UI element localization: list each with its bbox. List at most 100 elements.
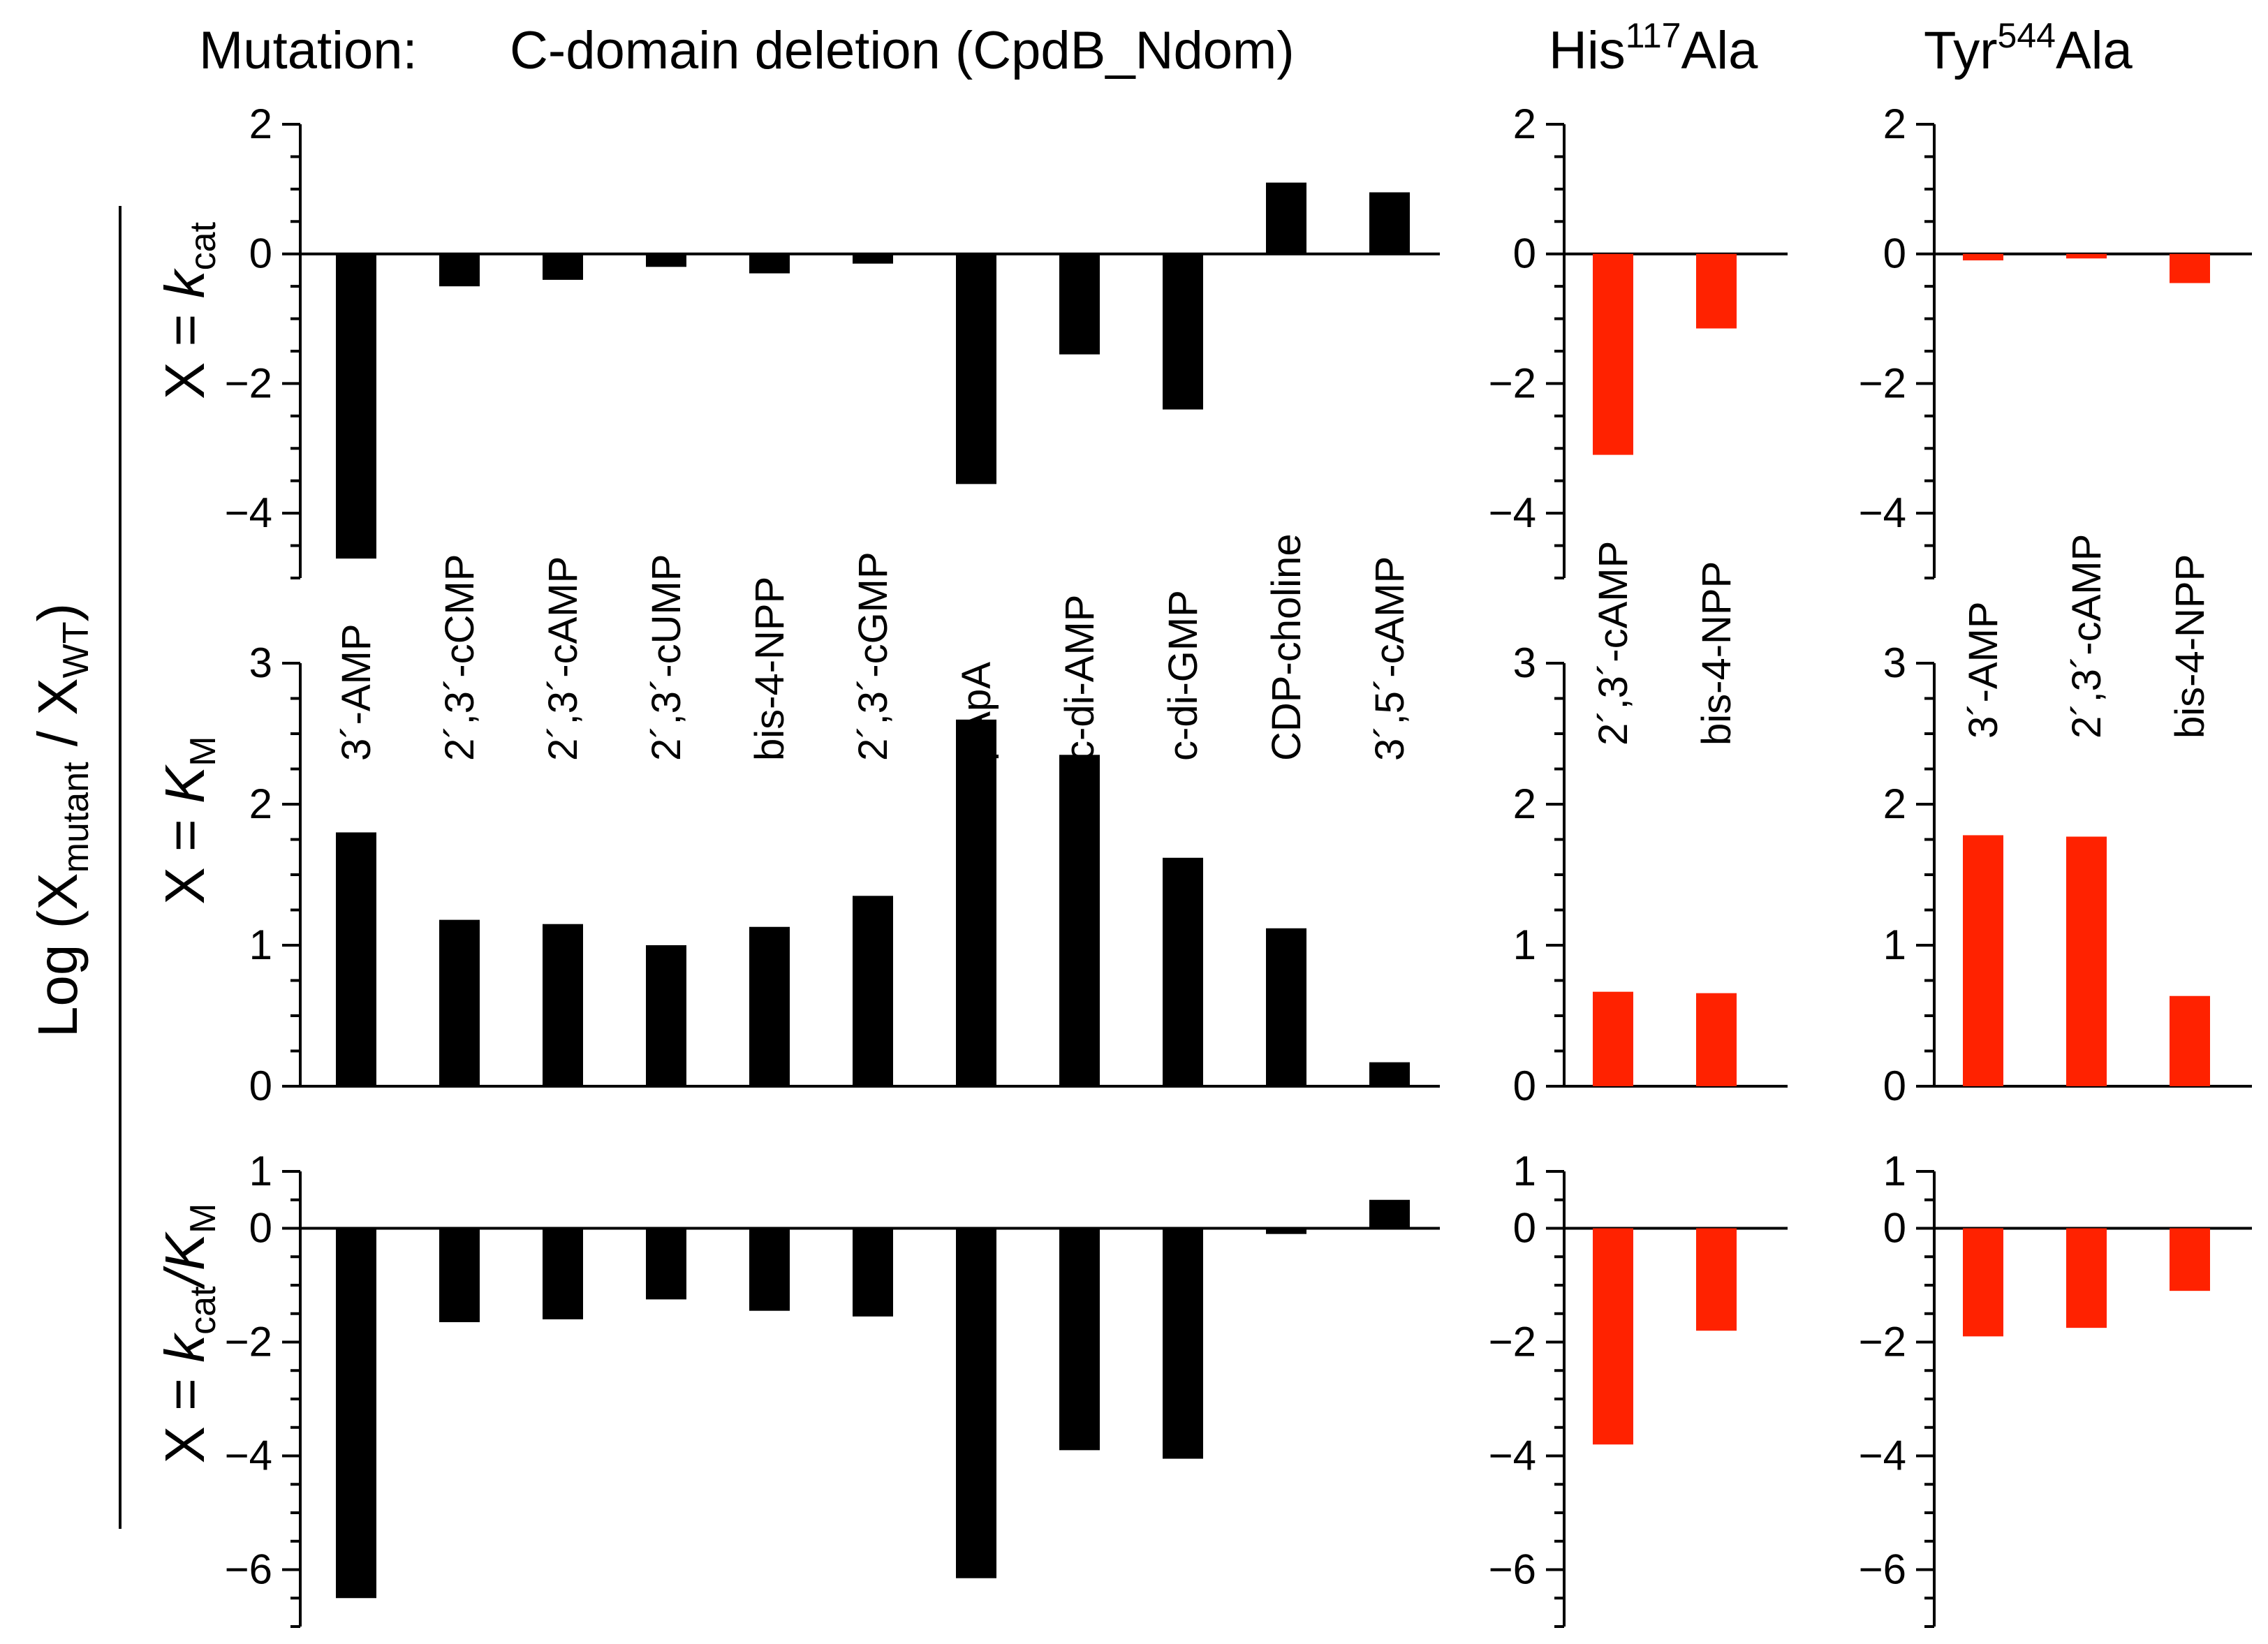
bar-2´,3´-cGMP [853, 1228, 893, 1317]
row-label-kcatkm-b: k [154, 1332, 216, 1363]
category-label: c-di-GMP [1161, 590, 1206, 761]
y-tick-label: 2 [1513, 780, 1536, 827]
y-tick-label: 0 [249, 1205, 272, 1252]
row-label-kcatkm-csub: M [183, 1204, 223, 1234]
y-tick-label: 0 [1883, 1205, 1906, 1252]
bar-2´,3´-cAMP [2066, 253, 2107, 259]
category-label: bis-4-NPP [2167, 554, 2213, 739]
category-label: 2´,3´-cAMP [2064, 534, 2109, 739]
category-label: bis-4-NPP [1694, 561, 1739, 746]
panel-his-kcatkm: 1 0 −2 −4 −6 [1489, 1148, 1788, 1628]
y-tick-label: 3 [249, 639, 272, 686]
panel-title-tyr-sup: 544 [1998, 16, 2056, 55]
y-tick-label: −2 [1489, 1319, 1536, 1365]
bar-CDP-choline [1266, 182, 1306, 254]
panel-tyr-kcat: 2 0 −2 −4 [1859, 101, 2252, 579]
row-label-kcat-b: k [154, 267, 216, 298]
bar-pApA [956, 719, 996, 1086]
bar-CDP-choline [1266, 928, 1306, 1086]
panel-his-kcat: 2 0 −2 −4 [1489, 101, 1788, 579]
row-label-kcat-km: X = kcat/KM [154, 1204, 223, 1464]
bar-2´,3´-cUMP [646, 253, 686, 267]
y-tick-label: 0 [1883, 230, 1906, 277]
row-label-kcat: X = kcat [154, 222, 223, 399]
bar-2´,3´-cCMP [439, 1228, 480, 1322]
panel-title-his-tail: Ala [1681, 21, 1759, 80]
category-label: 3´,5´-cAMP [1367, 556, 1413, 761]
panel-tyr-kcatkm: 1 0 −2 −4 −6 [1859, 1148, 2252, 1628]
bar-2´,3´-cGMP [853, 896, 893, 1086]
bar-2´,3´-cAMP [543, 924, 583, 1086]
bar-pApA [956, 253, 996, 484]
y-tick-label: 1 [1883, 921, 1906, 968]
bar-bis-4-NPP [749, 253, 790, 274]
y-tick-label: 1 [1513, 921, 1536, 968]
y-tick-label: −2 [1859, 1319, 1906, 1365]
category-label: c-di-AMP [1057, 595, 1103, 761]
y-tick-label: −4 [1489, 489, 1536, 536]
category-label: 2´,3´-cGMP [850, 551, 896, 761]
y-tick-label: 0 [249, 1062, 272, 1109]
bar-2´,3´-cAMP [1593, 991, 1633, 1086]
bar-3´,5´-cAMP [1369, 1062, 1410, 1086]
panel-title-his-sup: 117 [1626, 16, 1681, 55]
bar-c-di-GMP [1163, 1228, 1203, 1459]
bar-3´-AMP [336, 1228, 376, 1599]
row-label-kcatkm-a: X = [154, 1363, 216, 1464]
bar-3´-AMP [1963, 1228, 2003, 1337]
bar-2´,3´-cAMP [543, 1228, 583, 1319]
panel-cdomain-km: 3 2 1 0 3´-AMP 2´,3´-cCMP 2´,3´-cAMP 2´,3´-cUMP… [249, 533, 1440, 1109]
bar-c-di-GMP [1163, 253, 1203, 410]
y-tick-label: 2 [249, 101, 272, 147]
bar-bis-4-NPP [2170, 995, 2210, 1086]
category-label: pApA [954, 662, 999, 761]
bar-2´,3´-cAMP [1593, 1228, 1633, 1445]
panel-title-cdomain: C-domain deletion (CpdB_Ndom) [510, 21, 1295, 80]
bar-bis-4-NPP [749, 1228, 790, 1311]
y-axis-label-sub1: mutant [56, 762, 96, 873]
y-tick-label: 0 [1513, 230, 1536, 277]
bar-2´,3´-cCMP [439, 919, 480, 1086]
panel-title-tyr-tail: Ala [2056, 21, 2133, 80]
y-tick-label: 0 [1513, 1205, 1536, 1252]
bar-3´,5´-cAMP [1369, 192, 1410, 254]
y-tick-label: 2 [249, 780, 272, 827]
category-label: 2´,3´-cAMP [540, 556, 586, 761]
bar-pApA [956, 1228, 996, 1578]
y-tick-label: 2 [1513, 101, 1536, 147]
y-tick-label: −6 [1859, 1546, 1906, 1593]
y-axis-label-prefix: Log (X [27, 873, 89, 1037]
bar-3´-AMP [336, 832, 376, 1086]
row-label-km-a: X = [154, 804, 216, 905]
y-tick-label: −2 [1859, 360, 1906, 406]
bar-bis-4-NPP [749, 926, 790, 1086]
y-tick-label: 1 [249, 1148, 272, 1194]
bar-2´,3´-cAMP [543, 253, 583, 280]
y-tick-label: −2 [225, 360, 272, 406]
y-tick-label: 1 [1513, 1148, 1536, 1194]
row-label-km-bsub: M [183, 736, 223, 766]
y-tick-label: −4 [225, 1432, 272, 1479]
bar-c-di-AMP [1059, 1228, 1100, 1451]
panel-title-tyr544ala: Tyr544Ala [1924, 16, 2133, 80]
chart-panels: 2 0 −2 −4 3 2 1 0 3´-AMP 2´,3´-cCMP 2´,3´-cAMP 2´,3… [225, 101, 2252, 1628]
category-label: CDP-choline [1264, 533, 1309, 761]
category-label: bis-4-NPP [747, 577, 793, 761]
y-tick-label: −4 [1489, 1432, 1536, 1479]
y-tick-label: 3 [1883, 639, 1906, 686]
row-label-kcatkm-c: /K [154, 1231, 216, 1289]
y-tick-label: 0 [1883, 1062, 1906, 1109]
mutation-prefix: Mutation: [199, 21, 418, 80]
y-tick-label: −4 [225, 489, 272, 536]
bar-3´-AMP [1963, 253, 2003, 260]
bar-2´,3´-cCMP [439, 253, 480, 287]
y-axis-label: Log (Xmutant / XWT) [27, 603, 96, 1037]
category-label: 2´,3´-cCMP [437, 554, 483, 761]
row-label-kcat-a: X = [154, 298, 216, 399]
bar-bis-4-NPP [1696, 1228, 1737, 1331]
panel-title-his117ala: His117Ala [1549, 16, 1758, 80]
row-label-kcatkm-bsub: cat [183, 1286, 223, 1335]
panel-title-his-base: His [1549, 21, 1626, 80]
bar-2´,3´-cAMP [2066, 836, 2107, 1086]
